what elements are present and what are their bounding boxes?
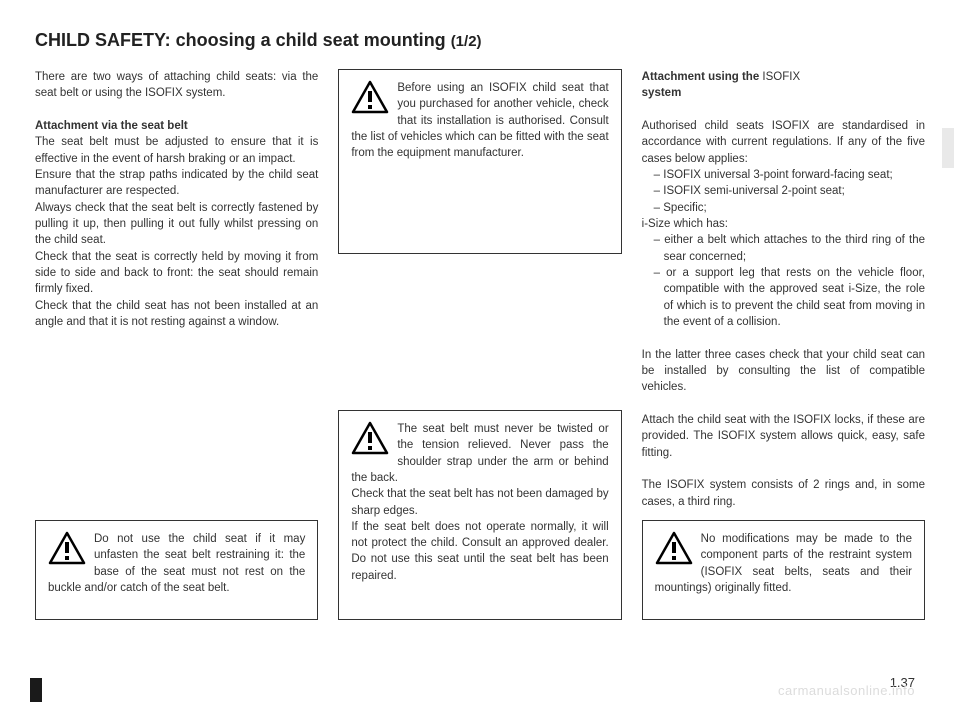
- list-item: ISOFIX semi-universal 2-point seat;: [654, 183, 925, 199]
- col3-p4: The ISOFIX system consists of 2 rings an…: [642, 479, 925, 507]
- warn3-text-b: Check that the seat belt has not been da…: [351, 488, 608, 516]
- col3-p3: Attach the child seat with the ISOFIX lo…: [642, 414, 925, 459]
- warn2-text: Before using an ISOFIX child seat that y…: [351, 82, 608, 159]
- col1-text: There are two ways of attaching child se…: [35, 69, 318, 330]
- list-item: Specific;: [654, 200, 925, 216]
- bottom-tab: [30, 678, 42, 702]
- col1-h1: Attachment via the seat belt: [35, 120, 188, 132]
- col3-h1b: system: [642, 87, 682, 99]
- content-columns: There are two ways of attaching child se…: [35, 69, 925, 620]
- isofix-word: ISOFIX: [762, 71, 800, 83]
- column-1: There are two ways of attaching child se…: [35, 69, 318, 620]
- column-2: Before using an ISOFIX child seat that y…: [338, 69, 621, 620]
- warning-box-3: The seat belt must never be twisted or t…: [338, 410, 621, 620]
- column-3: Attachment using the ISOFIX system Autho…: [642, 69, 925, 620]
- side-tab: [942, 128, 954, 168]
- col1-p4: Check that the seat is correctly held by…: [35, 251, 318, 296]
- warn3-text-a: The seat belt must never be twisted or t…: [351, 423, 608, 484]
- col1-p3: Always check that the seat belt is corre…: [35, 202, 318, 247]
- col3-isize: i-Size which has:: [642, 218, 728, 230]
- warning-box-4: No modifications may be made to the comp…: [642, 520, 925, 620]
- warn3-text-c: If the seat belt does not operate normal…: [351, 521, 608, 582]
- list-item: or a support leg that rests on the vehic…: [654, 265, 925, 330]
- page-title: CHILD SAFETY: choosing a child seat moun…: [35, 30, 925, 51]
- title-sub: (1/2): [451, 33, 482, 50]
- warning-icon: [655, 531, 693, 565]
- warning-icon: [48, 531, 86, 565]
- title-main: CHILD SAFETY: choosing a child seat moun…: [35, 30, 451, 50]
- list-item: ISOFIX universal 3-point forward-facing …: [654, 167, 925, 183]
- warning-box-1: Do not use the child seat if it may unfa…: [35, 520, 318, 620]
- col3-list1: ISOFIX universal 3-point forward-facing …: [642, 167, 925, 216]
- warn1-text: Do not use the child seat if it may unfa…: [48, 533, 305, 594]
- watermark: carmanualsonline.info: [778, 683, 915, 698]
- col1-p5: Check that the child seat has not been i…: [35, 300, 318, 328]
- warning-icon: [351, 421, 389, 455]
- col3-text: Attachment using the ISOFIX system Autho…: [642, 69, 925, 510]
- col3-p1: Authorised child seats ISOFIX are standa…: [642, 120, 925, 165]
- col1-p2: Ensure that the strap paths indicated by…: [35, 169, 318, 197]
- col1-p1: The seat belt must be adjusted to ensure…: [35, 136, 318, 164]
- warning-icon: [351, 80, 389, 114]
- list-item: either a belt which attaches to the thir…: [654, 232, 925, 265]
- col3-list2: either a belt which attaches to the thir…: [642, 232, 925, 330]
- col3-p2: In the latter three cases check that you…: [642, 349, 925, 394]
- col1-intro: There are two ways of attaching child se…: [35, 71, 318, 99]
- warn4-text: No modifications may be made to the comp…: [655, 533, 912, 594]
- col3-h1a: Attachment using the: [642, 71, 763, 83]
- warning-box-2: Before using an ISOFIX child seat that y…: [338, 69, 621, 254]
